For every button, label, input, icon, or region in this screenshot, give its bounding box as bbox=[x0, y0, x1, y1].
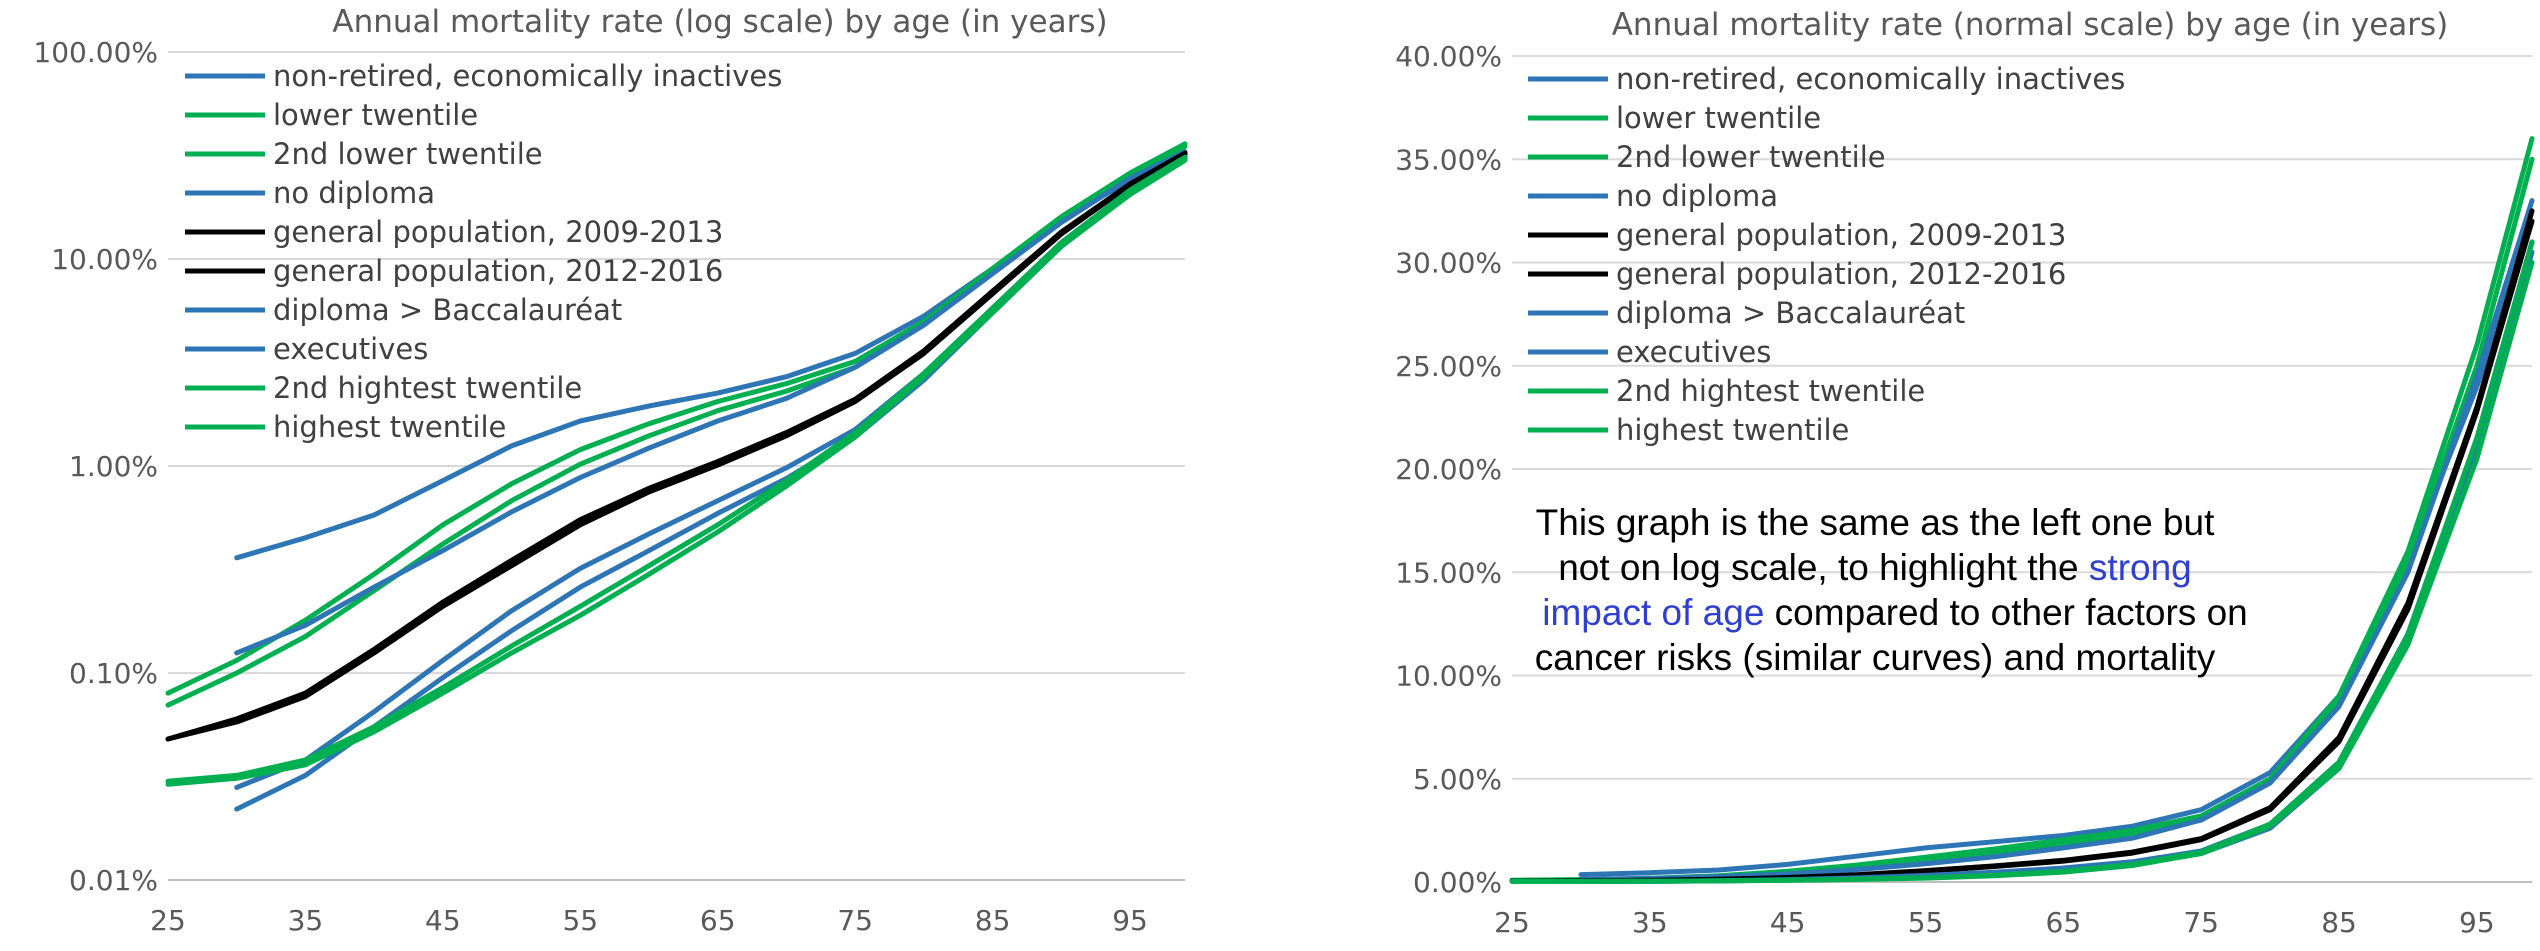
chart-title-linear: Annual mortality rate (normal scale) by … bbox=[1612, 7, 2449, 43]
log-y-tick-label: 0.10% bbox=[69, 657, 158, 690]
svg-text:impact of age compared to othe: impact of age compared to other factors … bbox=[1542, 592, 2247, 633]
linear-legend-label: general population, 2012-2016 bbox=[1616, 257, 2066, 291]
svg-text:cancer risks (similar curves): cancer risks (similar curves) and mortal… bbox=[1535, 637, 2216, 678]
linear-scale-chart: Annual mortality rate (normal scale) by … bbox=[1395, 7, 2535, 939]
log-legend-label: executives bbox=[273, 332, 428, 366]
linear-legend-label: 2nd hightest twentile bbox=[1616, 374, 1925, 408]
log-x-tick-label: 45 bbox=[425, 904, 461, 937]
linear-legend-label: non-retired, economically inactives bbox=[1616, 62, 2125, 96]
annotation-highlight-strong: strong bbox=[2089, 547, 2192, 588]
log-x-tick-label: 25 bbox=[150, 904, 186, 937]
log-x-tick-label: 55 bbox=[562, 904, 598, 937]
linear-x-tick-label: 65 bbox=[2046, 906, 2082, 939]
linear-x-tick-label: 85 bbox=[2321, 906, 2357, 939]
linear-x-tick-label: 35 bbox=[1632, 906, 1668, 939]
linear-x-tick-label: 45 bbox=[1770, 906, 1806, 939]
linear-gridlines bbox=[1512, 55, 2532, 883]
linear-legend-label: executives bbox=[1616, 335, 1771, 369]
linear-x-tick-labels: 25 35 45 55 65 75 85 95 bbox=[1494, 906, 2495, 939]
log-legend-label: non-retired, economically inactives bbox=[273, 59, 782, 93]
log-series-no-diploma bbox=[234, 149, 1188, 656]
log-x-tick-label: 75 bbox=[837, 904, 873, 937]
linear-y-tick-label: 15.00% bbox=[1395, 556, 1502, 589]
log-y-tick-label: 10.00% bbox=[51, 243, 158, 276]
svg-text:not on log scale, to highlight: not on log scale, to highlight the stron… bbox=[1558, 547, 2192, 588]
annotation-line-1: This graph is the same as the left one b… bbox=[1536, 502, 2215, 543]
log-legend-label: no diploma bbox=[273, 176, 435, 210]
linear-x-tick-label: 55 bbox=[1908, 906, 1944, 939]
log-legend-label: diploma > Baccalauréat bbox=[273, 293, 622, 327]
linear-legend-label: 2nd lower twentile bbox=[1616, 140, 1886, 174]
annotation-line-3: compared to other factors on bbox=[1764, 592, 2247, 633]
linear-y-tick-label: 10.00% bbox=[1395, 660, 1502, 693]
linear-series-lines bbox=[1509, 136, 2535, 884]
linear-y-tick-label: 20.00% bbox=[1395, 453, 1502, 486]
svg-text:This graph is the same as the: This graph is the same as the left one b… bbox=[1536, 502, 2215, 543]
log-legend: non-retired, economically inactives lower… bbox=[185, 59, 782, 444]
annotation-line-4: cancer risks (similar curves) and mortal… bbox=[1535, 637, 2216, 678]
log-y-tick-label: 100.00% bbox=[33, 36, 158, 69]
log-y-tick-label: 1.00% bbox=[69, 450, 158, 483]
linear-legend-label: diploma > Baccalauréat bbox=[1616, 296, 1965, 330]
log-legend-label: 2nd lower twentile bbox=[273, 137, 543, 171]
annotation-highlight-impact: impact of age bbox=[1542, 592, 1764, 633]
linear-x-tick-label: 25 bbox=[1494, 906, 1530, 939]
linear-y-tick-label: 40.00% bbox=[1395, 40, 1502, 73]
log-legend-label: highest twentile bbox=[273, 410, 506, 444]
linear-x-tick-label: 75 bbox=[2183, 906, 2219, 939]
linear-legend-label: no diploma bbox=[1616, 179, 1778, 213]
linear-series-no-diploma bbox=[1578, 198, 2535, 882]
linear-legend-label: highest twentile bbox=[1616, 413, 1849, 447]
log-legend-label: 2nd hightest twentile bbox=[273, 371, 582, 405]
log-y-tick-label: 0.01% bbox=[69, 864, 158, 897]
linear-legend-label: lower twentile bbox=[1616, 101, 1821, 135]
log-scale-chart: Annual mortality rate (log scale) by age… bbox=[33, 4, 1188, 937]
linear-x-tick-label: 95 bbox=[2459, 906, 2495, 939]
log-x-tick-label: 85 bbox=[975, 904, 1011, 937]
log-legend-label: lower twentile bbox=[273, 98, 478, 132]
log-x-tick-label: 65 bbox=[700, 904, 736, 937]
log-y-tick-labels: 0.01% 0.10% 1.00% 10.00% 100.00% bbox=[33, 36, 158, 897]
log-legend-label: general population, 2009-2013 bbox=[273, 215, 723, 249]
linear-y-tick-label: 25.00% bbox=[1395, 350, 1502, 383]
linear-series-highest-twentile bbox=[1509, 260, 2535, 884]
annotation-box: This graph is the same as the left one b… bbox=[1535, 502, 2248, 678]
log-series-lines bbox=[165, 141, 1188, 812]
linear-legend: non-retired, economically inactives lower… bbox=[1528, 62, 2125, 447]
log-series-general-population-2012-2016 bbox=[165, 151, 1188, 742]
linear-y-tick-label: 0.00% bbox=[1413, 866, 1502, 899]
annotation-line-2: not on log scale, to highlight the bbox=[1558, 547, 2089, 588]
linear-y-tick-label: 5.00% bbox=[1413, 763, 1502, 796]
chart-title-log: Annual mortality rate (log scale) by age… bbox=[332, 4, 1107, 40]
linear-y-tick-label: 35.00% bbox=[1395, 143, 1502, 176]
linear-y-tick-label: 30.00% bbox=[1395, 247, 1502, 280]
log-x-tick-labels: 25 35 45 55 65 75 85 95 bbox=[150, 904, 1148, 937]
linear-legend-label: general population, 2009-2013 bbox=[1616, 218, 2066, 252]
linear-y-tick-labels: 0.00% 5.00% 10.00% 15.00% 20.00% 25.00% 30.00%… bbox=[1395, 40, 1502, 899]
log-x-tick-label: 35 bbox=[288, 904, 324, 937]
log-series-highest-twentile bbox=[165, 157, 1188, 787]
log-x-tick-label: 95 bbox=[1112, 904, 1148, 937]
log-series-2nd-hightest-twentile bbox=[165, 154, 1188, 784]
log-legend-label: general population, 2012-2016 bbox=[273, 254, 723, 288]
